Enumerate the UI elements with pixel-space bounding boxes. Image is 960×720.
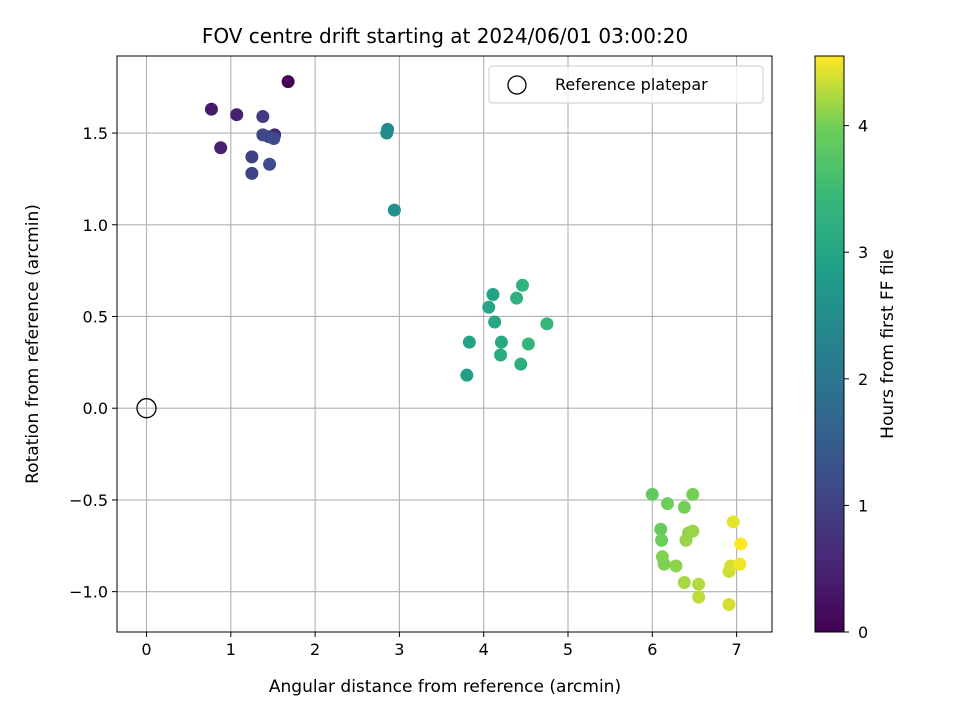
data-point <box>645 487 659 501</box>
y-tick-label: 0.0 <box>83 399 108 418</box>
colorbar: 0 1 2 3 4 Hours from first FF file <box>814 55 898 642</box>
data-point <box>679 533 693 547</box>
data-point <box>521 337 535 351</box>
reference-layer <box>136 398 157 419</box>
x-tick-label: 2 <box>310 640 320 659</box>
data-point <box>387 203 401 217</box>
plot-area-frame <box>116 55 773 633</box>
data-point <box>722 597 736 611</box>
legend-open-circle-marker <box>507 75 527 95</box>
colorbar-tick-label: 3 <box>858 243 868 262</box>
colorbar-ticks: 0 1 2 3 4 <box>844 117 868 642</box>
data-point <box>494 348 508 362</box>
data-point <box>281 75 295 89</box>
data-point <box>486 287 500 301</box>
legend: Reference platepar <box>488 65 764 104</box>
data-point <box>245 150 259 164</box>
data-point <box>488 315 502 329</box>
data-point <box>692 577 706 591</box>
data-point <box>204 102 218 116</box>
y-axis-label: Rotation from reference (arcmin) <box>23 204 43 484</box>
y-tick-label: 1.0 <box>83 216 108 235</box>
data-point <box>686 524 700 538</box>
legend-box <box>488 65 764 104</box>
colorbar-tick-label: 4 <box>858 117 868 136</box>
data-point <box>267 132 281 146</box>
data-point <box>677 575 691 589</box>
x-tick-label: 6 <box>647 640 657 659</box>
colorbar-tick-label: 2 <box>858 370 868 389</box>
x-tick-label: 4 <box>479 640 489 659</box>
data-point <box>734 537 748 551</box>
data-point <box>245 166 259 180</box>
data-point <box>686 487 700 501</box>
data-point <box>380 126 394 140</box>
axis-ticks: 0 1 2 3 4 5 6 7 −1.0 −0.5 0.0 0.5 1.0 1.5 <box>69 124 742 659</box>
data-point <box>256 128 270 142</box>
x-axis-label: Angular distance from reference (arcmin) <box>269 677 621 697</box>
x-tick-label: 0 <box>141 640 151 659</box>
colorbar-gradient <box>814 55 845 633</box>
x-tick-label: 7 <box>732 640 742 659</box>
data-point <box>515 278 529 292</box>
data-point <box>677 500 691 514</box>
data-point <box>692 590 706 604</box>
colorbar-tick-label: 1 <box>858 496 868 515</box>
data-point <box>256 110 270 124</box>
data-point <box>657 557 671 571</box>
data-point <box>655 533 669 547</box>
y-tick-label: −1.0 <box>69 583 108 602</box>
data-point <box>726 515 740 529</box>
legend-entry-label: Reference platepar <box>555 75 708 94</box>
reference-platepar-marker <box>136 398 157 419</box>
data-point <box>540 317 554 331</box>
x-tick-label: 3 <box>394 640 404 659</box>
y-tick-label: 1.5 <box>83 124 108 143</box>
y-tick-label: −0.5 <box>69 491 108 510</box>
data-point <box>733 557 747 571</box>
data-point <box>462 335 476 349</box>
chart-title: FOV centre drift starting at 2024/06/01 … <box>202 24 688 48</box>
x-tick-label: 5 <box>563 640 573 659</box>
data-point <box>669 559 683 573</box>
x-tick-label: 1 <box>226 640 236 659</box>
scatter-points <box>204 75 748 611</box>
data-point <box>660 497 674 511</box>
y-tick-label: 0.5 <box>83 307 108 326</box>
data-point <box>230 108 244 122</box>
colorbar-tick-label: 0 <box>858 623 868 642</box>
grid <box>117 56 772 632</box>
data-point <box>654 522 668 536</box>
data-point <box>482 300 496 314</box>
colorbar-label: Hours from first FF file <box>878 249 898 439</box>
data-point <box>460 368 474 382</box>
data-point <box>514 357 528 371</box>
data-point <box>263 157 277 171</box>
data-point <box>510 291 524 305</box>
data-point <box>214 141 228 155</box>
data-point <box>494 335 508 349</box>
